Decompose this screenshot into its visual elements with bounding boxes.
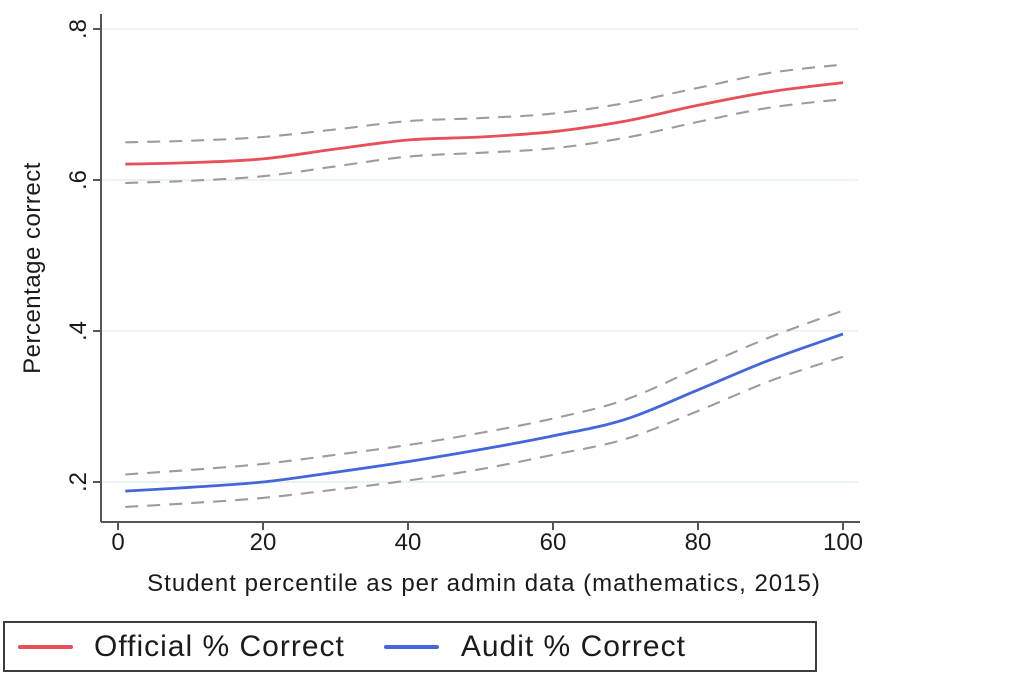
x-tick-label-40: 40 bbox=[394, 529, 422, 556]
x-axis-title: Student percentile as per admin data (ma… bbox=[147, 570, 821, 597]
gridlines bbox=[102, 28, 858, 483]
legend: Official % Correct Audit % Correct bbox=[3, 621, 817, 672]
series-audit-ci-lower-line bbox=[125, 355, 844, 508]
plot-area bbox=[93, 14, 860, 530]
axes bbox=[100, 14, 860, 523]
legend-line-official bbox=[18, 644, 73, 649]
series-audit-ci-upper-line bbox=[125, 309, 844, 476]
x-tick-label-80: 80 bbox=[684, 529, 712, 556]
series-official-line bbox=[125, 81, 844, 166]
y-tick-label-0.8: .8 bbox=[65, 18, 92, 40]
series-audit-line bbox=[125, 332, 844, 493]
series-official-ci-lower-line bbox=[125, 98, 844, 185]
legend-line-audit bbox=[383, 644, 439, 649]
x-tick-label-0: 0 bbox=[111, 529, 125, 556]
legend-label-official: Official % Correct bbox=[94, 629, 345, 663]
x-tick-label-20: 20 bbox=[249, 529, 277, 556]
tick-marks bbox=[93, 28, 844, 530]
x-tick-label-60: 60 bbox=[539, 529, 567, 556]
y-tick-label-0.6: .6 bbox=[65, 169, 92, 191]
y-axis-title: Percentage correct bbox=[19, 162, 46, 374]
series-official-ci-upper-line bbox=[125, 63, 844, 144]
y-tick-label-0.4: .4 bbox=[65, 320, 92, 342]
legend-label-audit: Audit % Correct bbox=[460, 629, 686, 663]
y-tick-label-0.2: .2 bbox=[65, 471, 92, 493]
x-tick-label-100: 100 bbox=[822, 529, 864, 556]
